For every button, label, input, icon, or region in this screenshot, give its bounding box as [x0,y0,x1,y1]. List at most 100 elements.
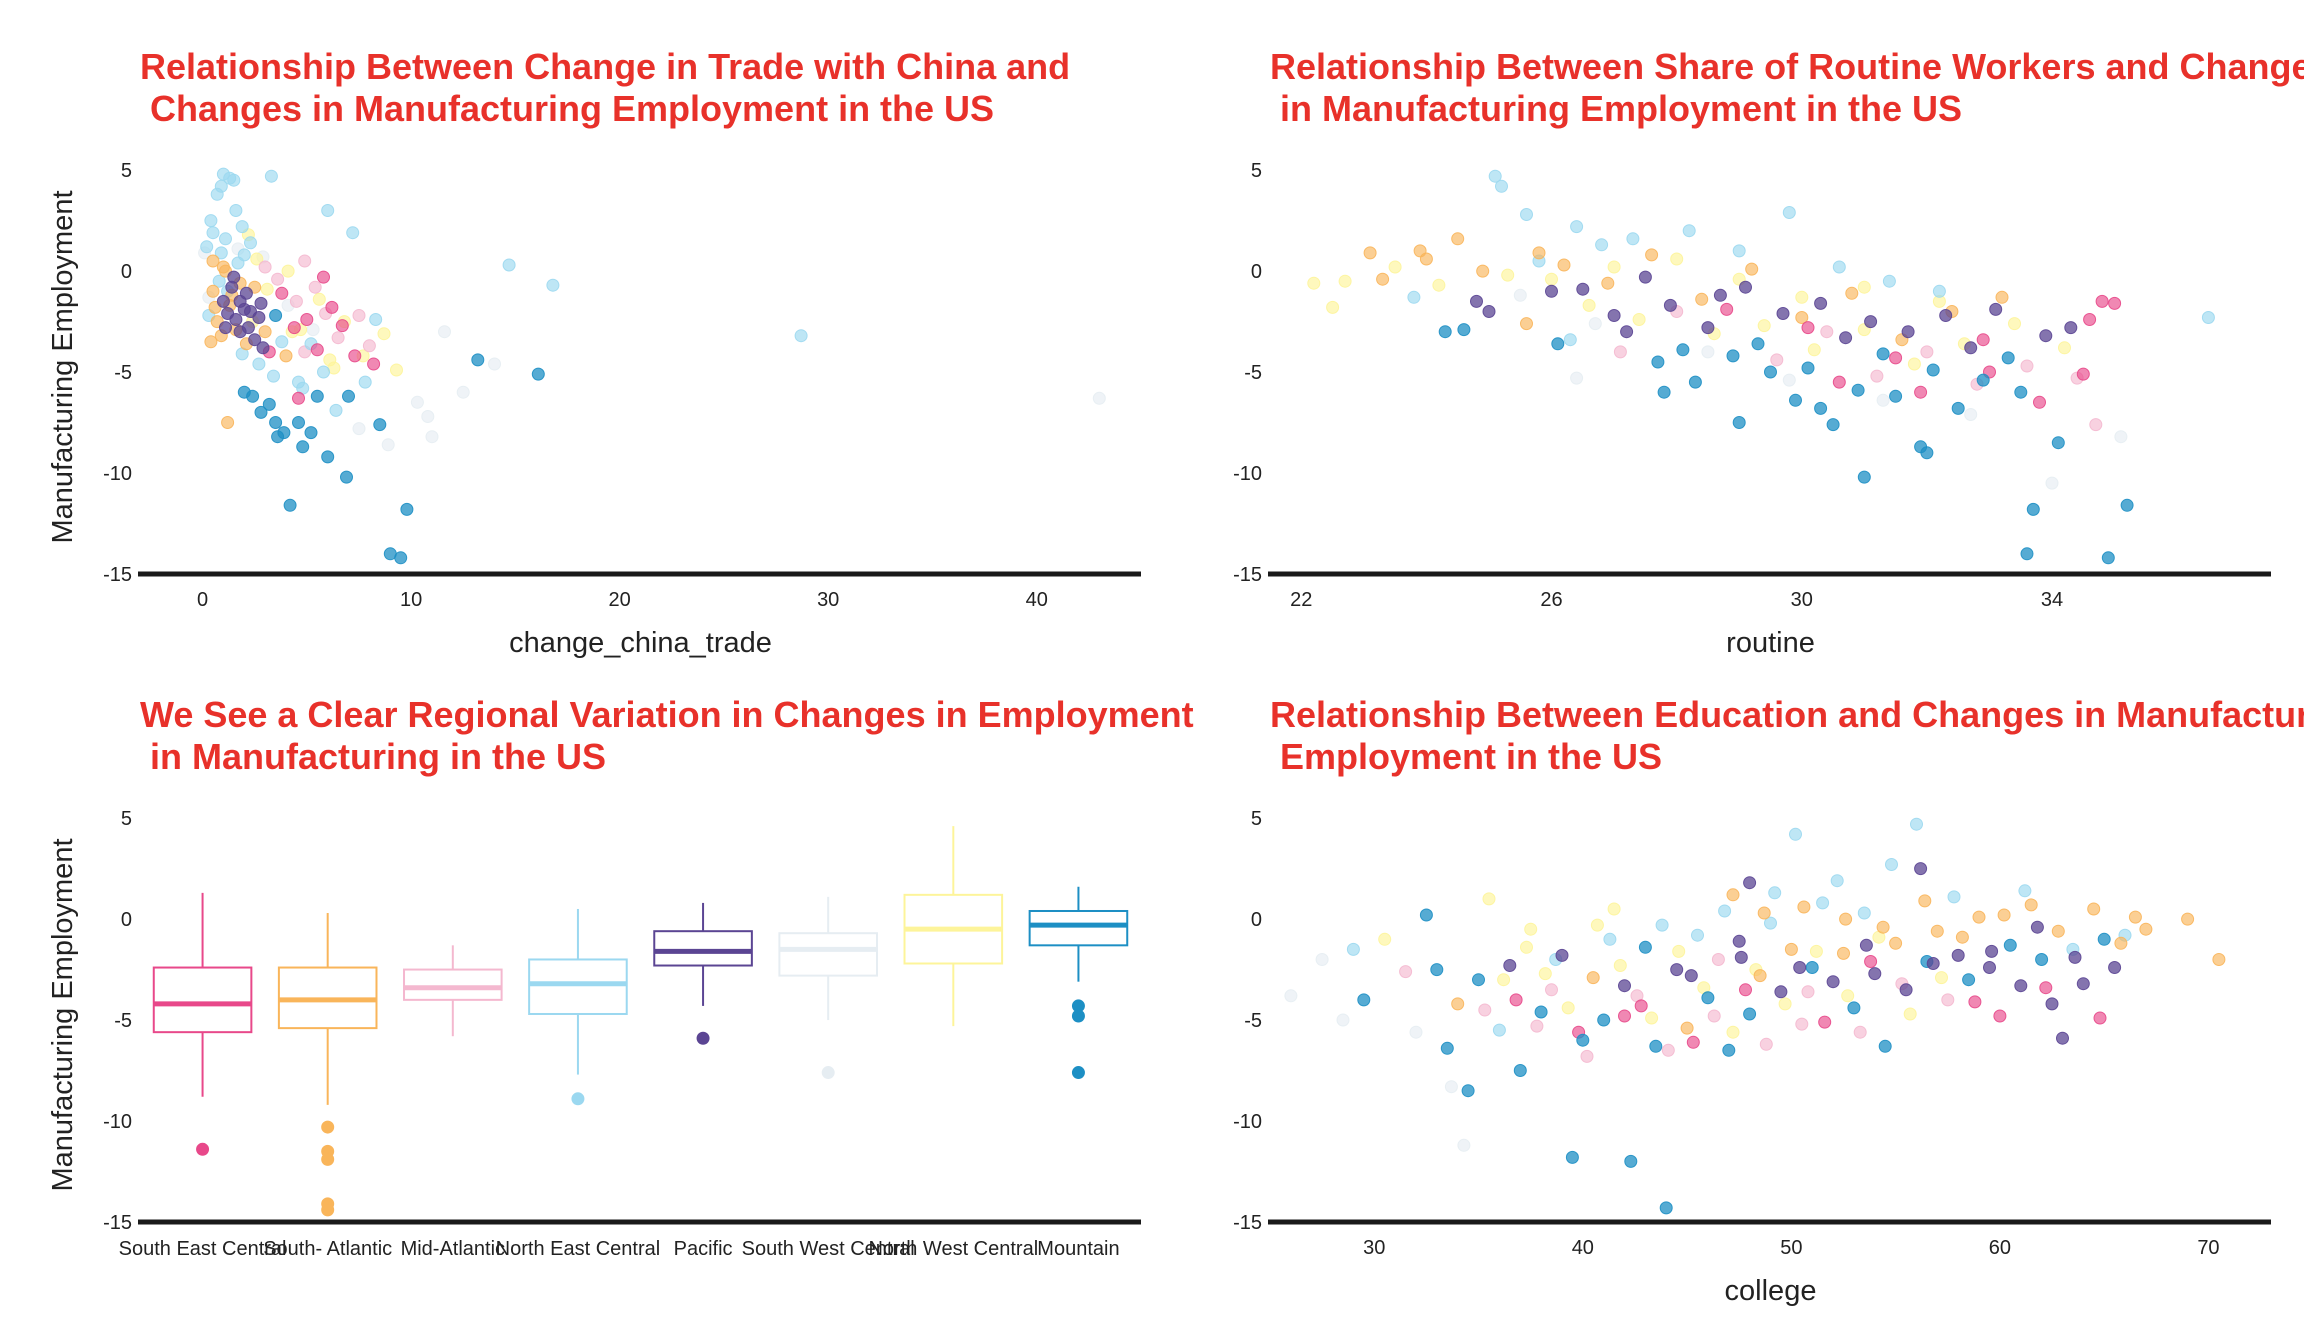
data-point [317,365,330,379]
y-tick-label: -10 [103,463,132,485]
data-point [1688,375,1702,389]
data-point [329,403,343,417]
category-label: North West Central [868,1238,1038,1260]
data-point [1513,288,1527,302]
data-point [1457,1138,1471,1152]
data-point [1932,284,1946,298]
data-point [1870,369,1884,383]
chart-title: Relationship Between Share of Routine Wo… [1270,46,2304,129]
data-point [1670,963,1684,977]
data-point [1530,1019,1544,1033]
data-point [298,254,312,268]
data-point [239,286,253,300]
data-point [381,438,395,452]
data-point [1878,1039,1892,1053]
data-point [1795,1017,1809,1031]
outlier-point [821,1066,835,1080]
data-point [2101,551,2115,565]
data-point [1955,930,1969,944]
data-point [1807,343,1821,357]
data-point [1764,365,1777,379]
data-point [390,363,403,377]
data-point [219,321,232,335]
outlier-point [1071,1009,1085,1023]
data-point [342,389,355,403]
data-point [2008,317,2021,331]
data-point [1795,290,1809,304]
data-point [1847,1001,1861,1015]
y-tick-label: 0 [1251,261,1262,283]
data-point [1845,286,1859,300]
y-tick-label: 5 [121,808,132,830]
data-point [1941,993,1955,1007]
data-point [1588,317,1602,331]
y-tick-label: -5 [1244,1010,1262,1032]
data-point [248,333,262,347]
data-point [300,313,314,326]
x-axis-label: routine [1726,627,1815,659]
data-point [2001,351,2015,365]
data-point [221,416,235,429]
data-point [283,498,297,512]
data-point [1430,963,1444,977]
data-point [1968,995,1982,1009]
data-point [1378,932,1392,946]
chart-title: Relationship Between Change in Trade wit… [140,46,1071,129]
data-point [2089,418,2103,432]
data-point [1930,924,1944,938]
category-label: Mid-Atlantic [401,1238,505,1260]
box-mid-atlantic [403,945,503,1037]
data-point [237,302,251,316]
data-point [1701,991,1715,1005]
data-point [2056,1031,2069,1045]
data-point [1907,357,1921,371]
data-point [2087,902,2101,916]
data-point [1757,906,1771,920]
data-point [1732,934,1746,948]
y-tick-label: -15 [103,564,132,586]
data-point [1534,1005,1548,1019]
data-point [2051,436,2065,450]
outlier-point [1071,1066,1085,1080]
x-tick-label: 22 [1290,589,1312,611]
data-point [1903,1007,1917,1021]
data-point [1326,300,1340,314]
box-iqr [403,968,503,1001]
y-tick-label: -5 [1244,362,1262,384]
data-point [1363,246,1377,260]
data-point [1513,1064,1527,1077]
data-point [1670,252,1684,266]
data-point [1732,244,1746,258]
outlier-point [196,1142,210,1156]
data-point [2139,922,2153,936]
data-point [1555,948,1569,962]
x-tick-label: 20 [609,589,631,611]
data-point [1947,890,1961,904]
data-point [1983,961,1996,974]
data-point [1889,389,1903,403]
data-point [271,430,285,444]
data-point [358,375,372,389]
data-point [1451,997,1465,1011]
data-point [244,236,257,250]
data-point [362,339,376,353]
data-point [206,254,220,268]
data-point [1092,391,1106,405]
data-point [352,309,366,322]
data-point [1624,1154,1638,1168]
data-point [1661,1043,1675,1057]
data-point [1768,886,1782,900]
data-point [1951,401,1965,415]
data-point [2033,395,2046,409]
data-point [1651,355,1665,369]
data-point [1826,418,1840,432]
data-point [1570,220,1584,234]
data-point [1482,892,1496,906]
data-point [292,391,305,405]
data-point [296,440,310,454]
data-point [1757,319,1771,333]
data-point [1503,959,1517,972]
data-point [1557,258,1571,272]
data-point [1501,268,1515,282]
outlier-point [321,1203,335,1217]
